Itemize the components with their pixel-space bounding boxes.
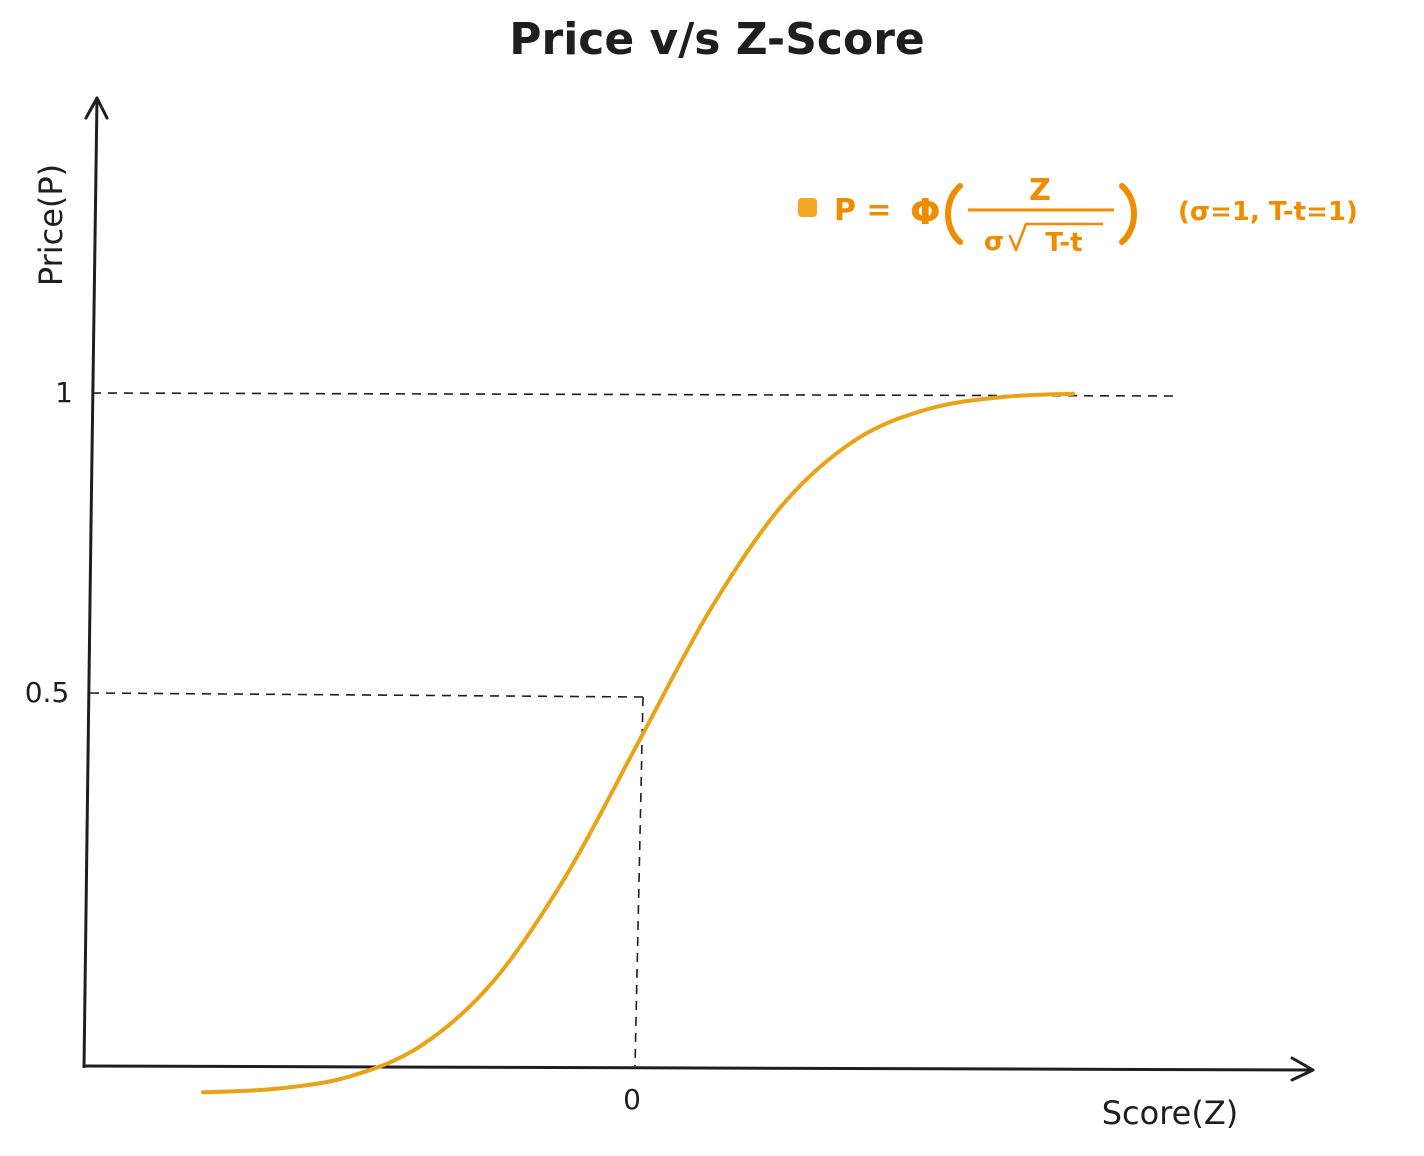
legend-sqrt-sign bbox=[1008, 222, 1104, 252]
x-axis-label: Score(Z) bbox=[1102, 1094, 1239, 1132]
x-tick-label-0: 0 bbox=[623, 1083, 641, 1116]
legend-lhs: P = bbox=[834, 193, 892, 228]
y-tick-label-0.5: 0.5 bbox=[25, 676, 70, 709]
chart-title: Price v/s Z-Score bbox=[509, 14, 924, 65]
legend-params: (σ=1, T-t=1) bbox=[1178, 197, 1358, 227]
legend-denominator-sigma: σ bbox=[984, 227, 1004, 257]
legend-paren-left bbox=[945, 183, 963, 245]
y-axis-arrowhead bbox=[84, 96, 109, 120]
legend-denominator-radicand: T-t bbox=[1045, 228, 1082, 258]
y-axis-label: Price(P) bbox=[32, 164, 70, 286]
series-line-price bbox=[201, 391, 1075, 1095]
legend: P = Φ Z σ T-t (σ=1, T-t=1) bbox=[798, 173, 1358, 258]
legend-paren-right bbox=[1119, 183, 1137, 245]
x-axis-arrowhead bbox=[1290, 1056, 1315, 1082]
legend-numerator: Z bbox=[1029, 173, 1051, 208]
legend-swatch bbox=[798, 198, 817, 217]
x-axis-line bbox=[83, 1064, 1313, 1072]
reference-line-y-0.5 bbox=[89, 692, 645, 698]
reference-line-y-1 bbox=[91, 392, 1175, 397]
legend-phi: Φ bbox=[910, 192, 941, 233]
y-tick-label-1: 1 bbox=[55, 376, 73, 409]
reference-line-x-0 bbox=[634, 696, 644, 1067]
y-axis-line bbox=[82, 97, 99, 1069]
